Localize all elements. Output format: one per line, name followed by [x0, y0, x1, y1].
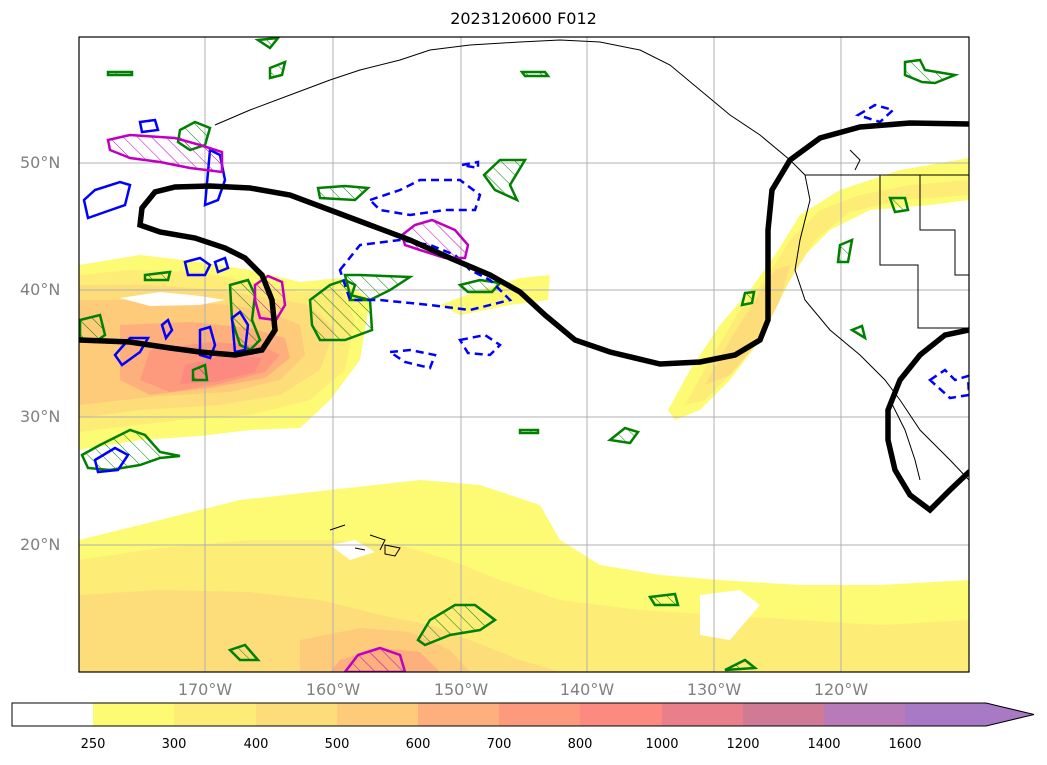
green-contours — [79, 37, 960, 672]
lon-label-160w: 160°W — [305, 680, 361, 699]
colorbar — [11, 702, 1035, 727]
lat-label-50n: 50°N — [20, 153, 61, 172]
colorbar-label-250: 250 — [80, 737, 106, 752]
colorbar-label-400: 400 — [243, 737, 269, 752]
map-frame — [78, 36, 970, 673]
black-contour — [79, 120, 969, 514]
shading-south — [79, 480, 969, 672]
colorbar-label-1000: 1000 — [645, 737, 679, 752]
lon-label-140w: 140°W — [559, 680, 615, 699]
map-title: 2023120600 F012 — [450, 9, 597, 28]
colorbar-label-500: 500 — [324, 737, 350, 752]
map-panel — [79, 37, 969, 672]
lon-label-130w: 130°W — [686, 680, 742, 699]
lon-label-150w: 150°W — [433, 680, 489, 699]
colorbar-label-700: 700 — [486, 737, 512, 752]
coastlines — [214, 39, 969, 557]
colorbar-label-800: 800 — [567, 737, 593, 752]
lat-label-30n: 30°N — [20, 407, 61, 426]
lon-label-120w: 120°W — [813, 680, 869, 699]
colorbar-label-600: 600 — [405, 737, 431, 752]
colorbar-label-1200: 1200 — [726, 737, 760, 752]
colorbar-label-1600: 1600 — [888, 737, 922, 752]
lon-label-170w: 170°W — [177, 680, 233, 699]
lat-label-20n: 20°N — [20, 535, 61, 554]
colorbar-label-300: 300 — [161, 737, 187, 752]
blue-contours — [82, 103, 969, 474]
lat-label-40n: 40°N — [20, 280, 61, 299]
colorbar-label-1400: 1400 — [807, 737, 841, 752]
